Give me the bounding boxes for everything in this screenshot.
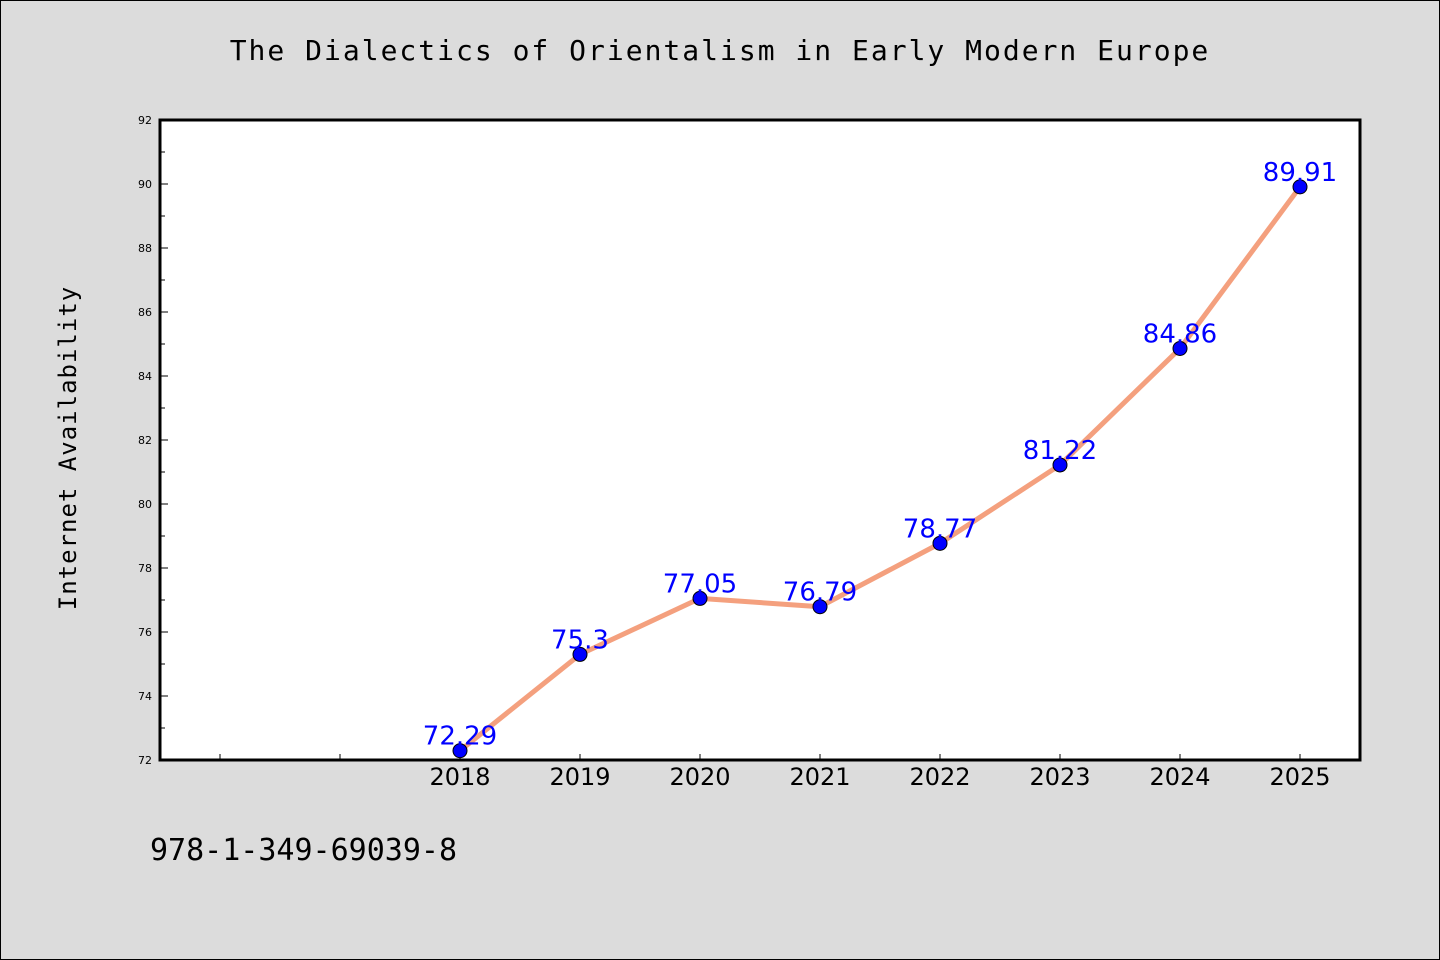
y-tick-label: 82 <box>138 434 152 447</box>
data-label: 81.22 <box>1023 436 1097 466</box>
data-label: 72.29 <box>423 722 497 752</box>
x-tick-label: 2025 <box>1269 763 1330 791</box>
data-point <box>572 646 588 662</box>
data-point <box>932 535 948 551</box>
y-axis-label: Internet Availability <box>54 286 82 610</box>
x-tick-label: 2019 <box>549 763 610 791</box>
data-label: 78.77 <box>903 514 977 544</box>
data-label: 77.05 <box>663 569 737 599</box>
x-axis-ticks: 2018 2019 2020 2021 2022 2023 2024 2025 <box>219 754 1331 791</box>
y-tick-label: 86 <box>138 306 152 319</box>
data-label: 75.3 <box>551 625 609 655</box>
y-tick-label: 78 <box>138 562 152 575</box>
data-label: 76.79 <box>783 578 857 608</box>
data-point <box>1172 340 1188 356</box>
y-tick-label: 72 <box>138 754 152 767</box>
series-line <box>457 184 1303 754</box>
y-tick-label: 90 <box>138 178 152 191</box>
y-tick-label: 80 <box>138 498 152 511</box>
x-tick-label: 2020 <box>669 763 730 791</box>
x-tick-label: 2023 <box>1029 763 1090 791</box>
x-tick-label: 2018 <box>429 763 490 791</box>
x-tick-label: 2021 <box>789 763 850 791</box>
data-point <box>452 743 468 759</box>
series-markers <box>452 179 1308 759</box>
y-tick-label: 88 <box>138 242 152 255</box>
y-axis-ticks: 72 74 76 78 80 82 84 86 88 90 92 <box>138 114 168 767</box>
data-label: 89.91 <box>1263 158 1337 188</box>
data-point <box>812 599 828 615</box>
data-labels: 72.29 75.3 77.05 76.79 78.77 81.22 84.86 89.91 <box>423 158 1337 752</box>
data-point <box>1292 179 1308 195</box>
y-tick-label: 84 <box>138 370 152 383</box>
y-tick-label: 76 <box>138 626 152 639</box>
plot-area <box>158 118 1362 762</box>
data-point <box>692 590 708 606</box>
y-tick-label: 92 <box>138 114 152 127</box>
x-tick-label: 2022 <box>909 763 970 791</box>
chart-title: The Dialectics of Orientalism in Early M… <box>229 34 1211 67</box>
y-tick-label: 74 <box>138 690 152 703</box>
data-point <box>1052 457 1068 473</box>
data-label: 84.86 <box>1143 319 1217 349</box>
isbn-text: 978-1-349-69039-8 <box>150 833 458 868</box>
x-tick-label: 2024 <box>1149 763 1210 791</box>
